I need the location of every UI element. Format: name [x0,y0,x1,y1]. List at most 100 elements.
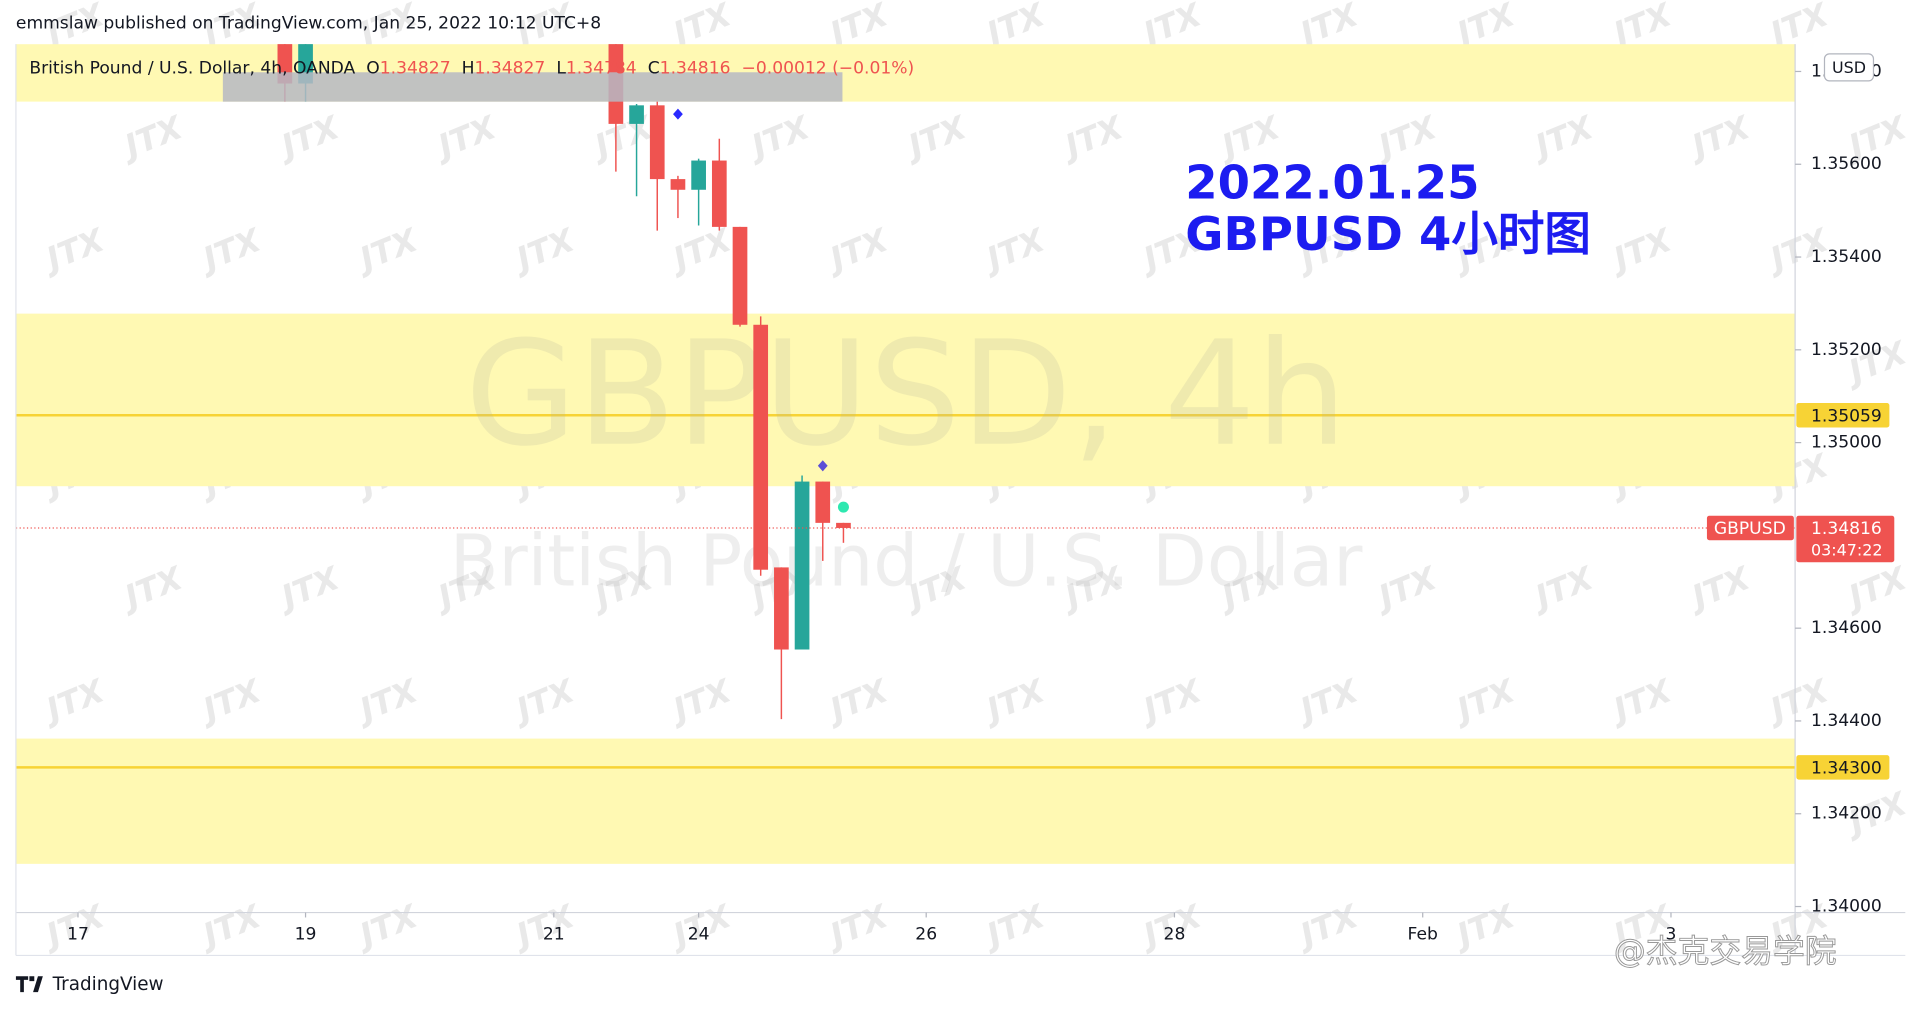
legend-key: L [556,59,566,79]
watermark-tile: JTX [192,896,267,956]
watermark-tile: JTX [1446,896,1521,956]
watermark-tile: JTX [271,108,346,168]
legend-text: British Pound / U.S. Dollar, 4h, OANDA O1… [29,59,914,79]
level-label: 1.34300 [1811,759,1882,779]
zones [15,44,1796,864]
x-tick-label: 19 [295,925,317,945]
candle-body [794,481,810,650]
legend-key: H [462,59,475,79]
legend-value: 1.34784 [566,59,637,79]
level-label-box [1796,402,1890,428]
watermark-tile: JTX [36,220,111,280]
annotation: 2022.01.25 [1185,156,1479,210]
y-tick-label: 1.34600 [1811,618,1882,638]
legend-key: O [366,59,379,79]
watermark-tile: JTX [114,558,189,618]
legend-value: 1.34827 [380,59,451,79]
watermark-tile: JTX [1916,220,1920,280]
watermark-tile: JTX [976,671,1051,731]
header: emmslaw published on TradingView.com, Ja… [16,13,601,33]
y-tick-label: 1.35400 [1811,247,1882,267]
watermark-tile: JTX [1603,671,1678,731]
watermark-tile: JTX [1525,558,1600,618]
price-label: 1.34816 [1811,519,1882,539]
candle-body [691,160,706,190]
watermark-tile: JTX [1368,558,1443,618]
legend-key: C [648,59,660,79]
watermark-tile: JTX [1838,558,1913,618]
watermark-tile: JTX [1525,108,1600,168]
watermark-tile: JTX [427,108,502,168]
watermark-tile: JTX [271,558,346,618]
price-box [1796,515,1895,563]
watermark-tile: JTX [349,671,424,731]
candle-body [670,179,686,190]
legend-highlight [222,72,843,102]
x-tick-label: 17 [67,925,89,945]
watermark-tile: JTX [1133,671,1208,731]
candle-body [815,481,831,523]
x-tick-label: 26 [915,925,937,945]
brand-logo [15,976,43,993]
watermark-tile: JTX [1446,671,1521,731]
brand: TradingView [15,974,164,995]
x-tick-label: 3 [1666,925,1677,945]
watermark-tile: JTX [976,896,1051,956]
candle-body [732,226,748,325]
candle-body [836,522,851,528]
watermark-tile: JTX [506,220,581,280]
zone [15,313,1796,487]
candle-body [774,567,789,650]
watermark-tile: JTX [36,671,111,731]
x-tick-label: Feb [1408,925,1438,945]
currency-label: USD [1832,58,1866,77]
watermark: GBPUSD, 4h British Pound / U.S. Dollar [450,311,1363,603]
y-tick-label: 1.34200 [1811,804,1882,824]
marker [837,501,849,513]
symbol-label: GBPUSD [1714,519,1786,539]
level-label: 1.35059 [1811,406,1882,426]
countdown: 03:47:22 [1811,541,1882,560]
watermark-tile: JTX [1681,558,1756,618]
watermark-symbol: GBPUSD, 4h [465,311,1347,479]
currency-box [1823,53,1875,82]
annotation: GBPUSD 4小时图 [1185,207,1591,261]
legend-value: 1.34816 [660,59,731,79]
watermark-tile: JTX [898,108,973,168]
x-tick-label: 21 [543,925,565,945]
x-tick-label: 24 [688,925,710,945]
legend-key: −0.00012 (−0.01%) [742,59,915,79]
watermark-tile: JTX [192,671,267,731]
watermark-tile: JTX [976,220,1051,280]
watermark-tile: JTX [349,220,424,280]
candle-body [629,105,644,124]
legend-symbol: British Pound / U.S. Dollar, 4h, OANDA [29,59,355,79]
watermark-tile: JTX [1289,671,1364,731]
watermark-tile: JTX [1916,671,1920,731]
zone [15,738,1796,864]
plot [15,44,1796,720]
watermark-tile: JTX [349,896,424,956]
watermark-tile: JTX [1916,896,1920,956]
marker [673,108,683,120]
symbol-box [1706,515,1794,541]
y-tick-label: 1.35200 [1811,340,1882,360]
candle-body [753,324,769,570]
watermark-tile: JTX [114,108,189,168]
watermark-tile: JTX [192,220,267,280]
watermark-tile: JTX [506,671,581,731]
axes: 1.35059 1.34300 1.34000 1.34200 1.34400 1.346… [15,44,1906,957]
x-tick-label: 28 [1164,925,1186,945]
watermark-tile: JTX [1681,108,1756,168]
watermark-tile: JTX [1289,896,1364,956]
watermark-tile: JTX [1603,220,1678,280]
watermark-tile: JTX [819,896,894,956]
watermark-tile: JTX [662,671,737,731]
y-tick-label: 1.35600 [1811,154,1882,174]
level-label-box [1796,755,1890,780]
watermark-tile: JTX [1054,108,1129,168]
watermark-tile: JTX [1916,0,1920,55]
candle-body [711,160,727,227]
legend-value: 1.34827 [475,59,546,79]
